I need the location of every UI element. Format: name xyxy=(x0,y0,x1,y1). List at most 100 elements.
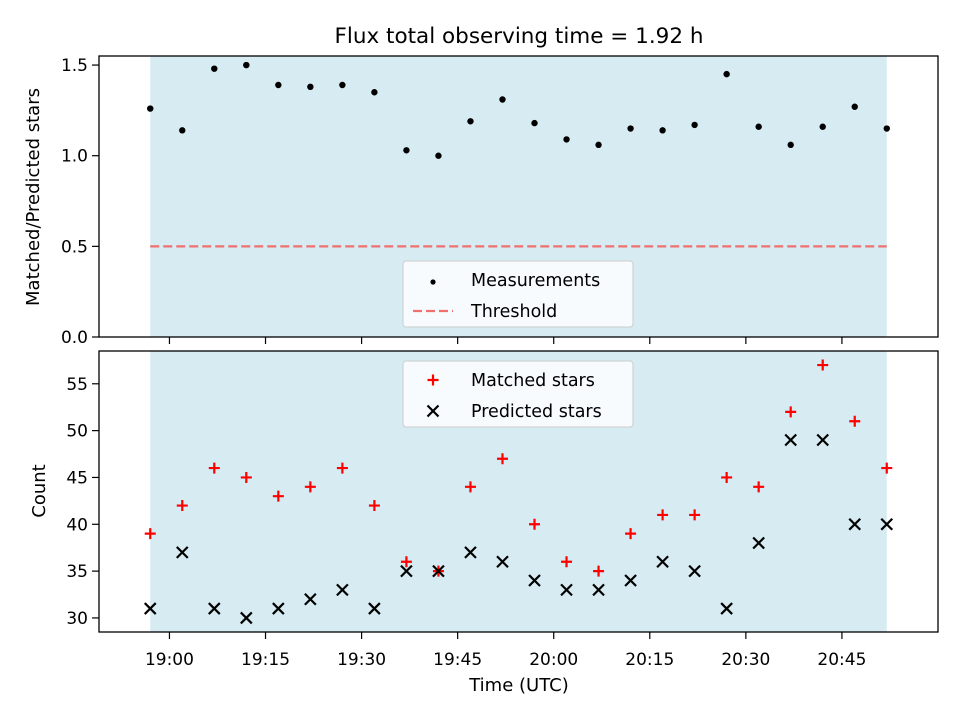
predicted-star-point xyxy=(816,433,829,447)
predicted-star-point xyxy=(240,611,253,625)
matched-star-point xyxy=(625,528,637,540)
measurement-point xyxy=(531,119,538,127)
measurement-point xyxy=(147,105,154,112)
measurement-point xyxy=(307,83,314,91)
matched-star-point xyxy=(176,500,188,512)
legend-label: Matched stars xyxy=(471,371,595,391)
series-measurements xyxy=(147,61,890,159)
predicted-star-point xyxy=(208,602,221,615)
y-tick-label: 1.0 xyxy=(61,147,88,167)
x-tick-label: 20:30 xyxy=(721,650,770,670)
matched-star-point xyxy=(657,509,669,521)
measurement-point xyxy=(819,123,826,130)
predicted-star-point xyxy=(336,583,349,597)
predicted-star-point xyxy=(560,583,573,597)
legend-box xyxy=(402,260,634,328)
matched-star-point xyxy=(561,556,573,568)
measurement-point xyxy=(435,152,442,159)
top-y-axis-label: Matched/Predicted stars xyxy=(23,88,44,306)
matched-star-point xyxy=(721,471,733,483)
predicted-star-point xyxy=(880,518,894,531)
matched-star-point xyxy=(336,462,348,474)
matched-star-point xyxy=(240,471,252,483)
x-tick-label: 19:45 xyxy=(433,650,482,670)
measurement-point xyxy=(755,123,762,130)
matched-star-point xyxy=(881,462,893,474)
predicted-star-point xyxy=(528,574,541,587)
measurement-point xyxy=(659,127,666,134)
y-tick-label: 50 xyxy=(66,422,88,442)
matched-star-point xyxy=(496,453,508,465)
measurement-point xyxy=(691,121,698,129)
predicted-star-point xyxy=(496,555,509,569)
matched-star-point xyxy=(849,415,861,427)
legend-plus-marker xyxy=(427,374,439,386)
measurement-point xyxy=(403,147,410,154)
y-tick-label: 0.0 xyxy=(61,328,88,348)
x-axis-label: Time (UTC) xyxy=(468,675,569,696)
predicted-star-point xyxy=(272,602,285,615)
panel-count: 30 35 40 45 50 55 19:00 19:15 19:30 19:45 20:00 20:… xyxy=(66,350,939,670)
matched-star-point xyxy=(400,556,412,568)
x-tick-label: 19:00 xyxy=(145,650,194,670)
predicted-star-point xyxy=(784,433,797,447)
x-tick-label: 20:00 xyxy=(529,650,578,670)
matched-star-point xyxy=(304,481,316,493)
measurement-point xyxy=(723,70,730,78)
predicted-star-point xyxy=(304,592,317,606)
measurement-point xyxy=(851,103,858,110)
predicted-star-point xyxy=(592,583,605,597)
predicted-star-point xyxy=(656,555,669,569)
measurement-point xyxy=(595,141,602,149)
measurement-point xyxy=(627,125,634,132)
y-tick-label: 0.5 xyxy=(61,237,88,257)
measurement-point xyxy=(371,89,378,96)
measurement-point xyxy=(243,61,250,69)
predicted-star-point xyxy=(848,518,862,531)
y-tick-label: 40 xyxy=(66,515,88,535)
predicted-star-point xyxy=(624,574,637,587)
matched-star-point xyxy=(817,359,829,371)
measurement-point xyxy=(883,125,890,132)
legend: Matched stars Predicted stars xyxy=(402,360,634,428)
panel-ratio: 0.0 0.5 1.0 1.5 Measurements Threshold xyxy=(61,55,939,348)
matched-star-point xyxy=(464,481,476,493)
legend-label: Threshold xyxy=(470,302,557,322)
predicted-star-point xyxy=(175,546,189,559)
matched-star-point xyxy=(593,565,605,577)
predicted-star-point xyxy=(464,546,477,559)
chart-title: Flux total observing time = 1.92 h xyxy=(335,24,704,49)
series-predicted-stars xyxy=(143,433,894,625)
matched-star-point xyxy=(368,500,380,512)
predicted-star-point xyxy=(752,536,765,550)
predicted-star-point xyxy=(688,564,701,578)
matched-star-point xyxy=(753,481,765,493)
bottom-y-axis-label: Count xyxy=(29,464,50,517)
legend-label: Measurements xyxy=(471,271,600,291)
x-tick-label: 20:45 xyxy=(817,650,866,670)
matched-star-point xyxy=(272,490,284,502)
measurement-point xyxy=(499,96,506,103)
matched-star-point xyxy=(529,518,541,530)
y-tick-label: 45 xyxy=(66,468,88,488)
legend-x-marker xyxy=(426,404,440,418)
predicted-star-point xyxy=(400,564,413,578)
measurement-point xyxy=(275,81,282,89)
predicted-star-point xyxy=(432,564,445,578)
measurement-point xyxy=(211,65,218,72)
y-tick-label: 55 xyxy=(66,375,88,395)
axes-frame xyxy=(98,55,939,338)
measurement-point xyxy=(563,136,570,143)
measurement-point xyxy=(787,141,794,149)
matched-star-point xyxy=(144,528,156,540)
matched-star-point xyxy=(208,462,220,474)
measurement-point xyxy=(179,127,186,134)
legend-box xyxy=(402,360,634,428)
axes-frame xyxy=(98,350,939,633)
matched-star-point xyxy=(785,406,797,418)
x-tick-label: 19:15 xyxy=(241,650,290,670)
y-tick-label: 35 xyxy=(66,562,88,582)
legend-label: Predicted stars xyxy=(471,402,602,422)
measurement-point xyxy=(467,118,474,125)
